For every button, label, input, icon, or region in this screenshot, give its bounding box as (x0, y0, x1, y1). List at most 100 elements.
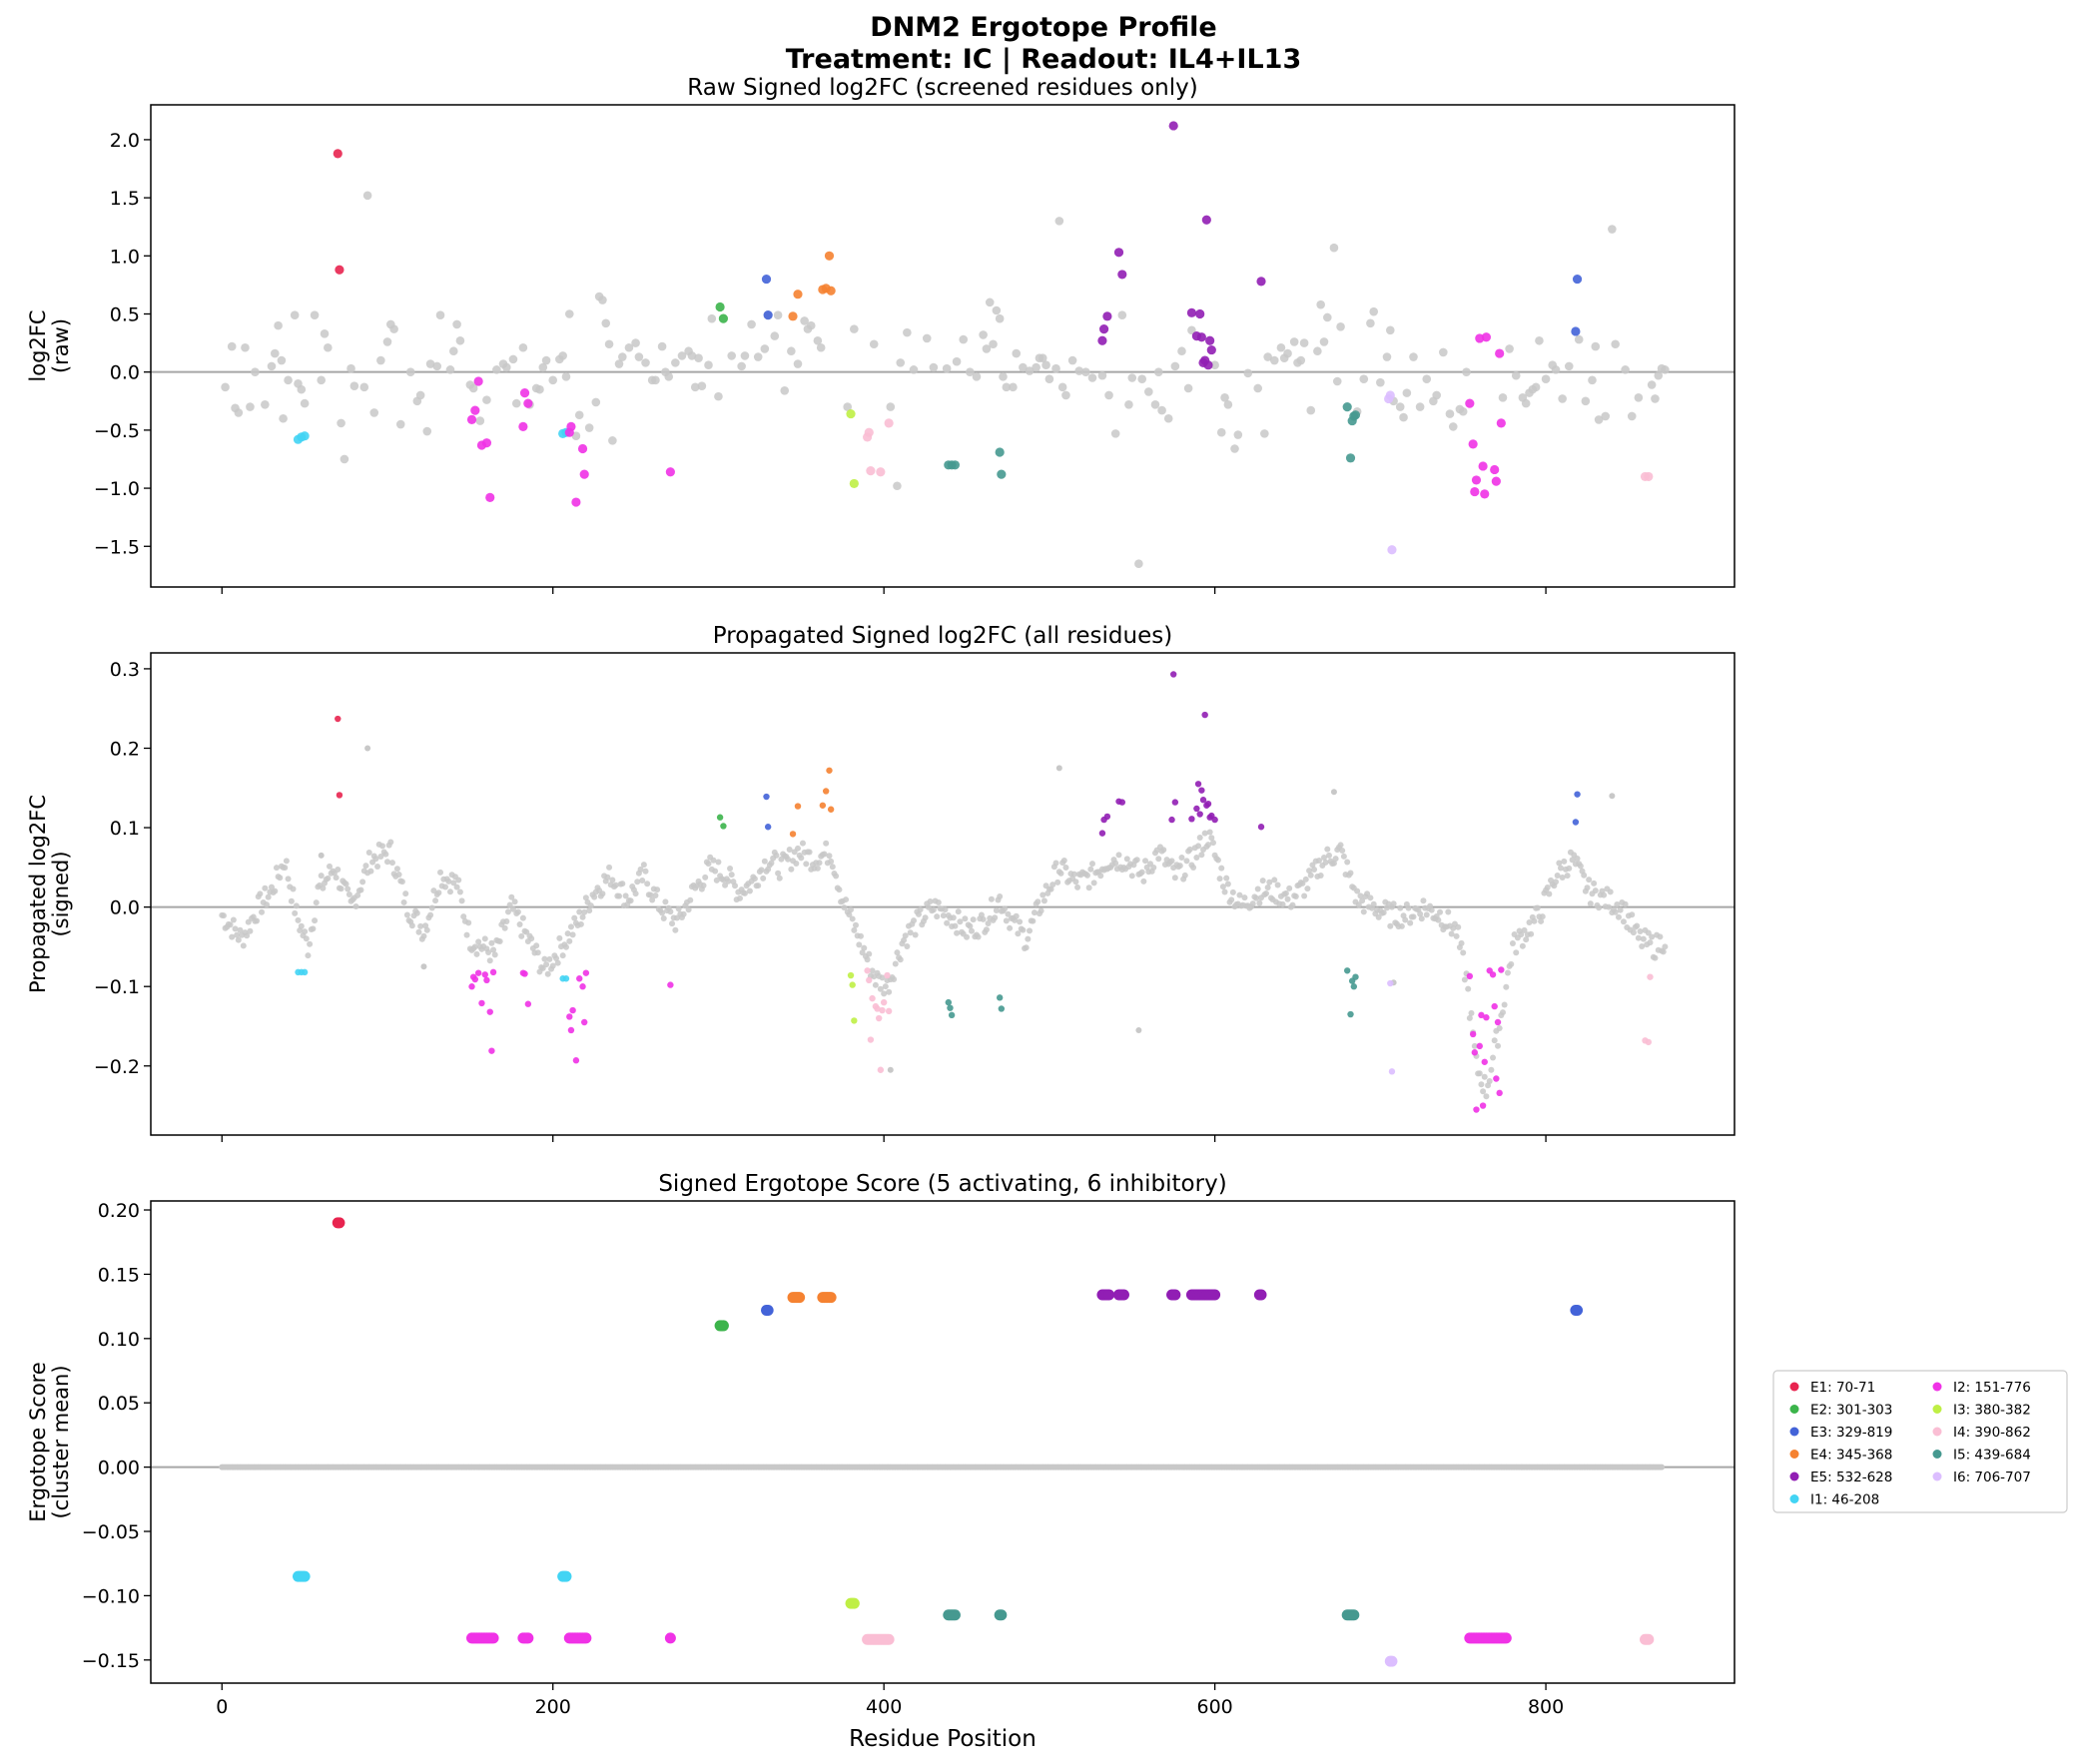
background-point (463, 931, 470, 938)
background-point (1551, 365, 1561, 374)
background-point (1206, 829, 1213, 836)
background-point (423, 926, 430, 933)
background-point (362, 191, 372, 201)
background-point (1104, 390, 1113, 400)
background-point (1621, 365, 1630, 374)
background-point (1498, 392, 1508, 402)
background-point (405, 367, 415, 376)
background-point (622, 892, 629, 899)
point-I2 (566, 421, 576, 431)
legend-marker-I4 (1932, 1427, 1942, 1437)
background-point (1208, 835, 1215, 842)
background-point (571, 431, 581, 440)
y-tick-label: −0.15 (82, 1650, 140, 1672)
background-point (1019, 362, 1028, 372)
background-point (1405, 904, 1412, 911)
background-point (518, 932, 525, 939)
background-point (320, 328, 330, 338)
background-point (627, 897, 634, 904)
background-point (1289, 901, 1296, 908)
background-point (640, 862, 647, 869)
point-E5 (1194, 781, 1202, 788)
background-point (485, 949, 492, 956)
point-I2 (473, 376, 483, 386)
background-point (1306, 405, 1316, 415)
background-point (1531, 382, 1541, 392)
background-point (929, 362, 939, 372)
point-I2 (1471, 1049, 1479, 1056)
background-point (983, 926, 990, 933)
background-point (1468, 1009, 1475, 1016)
background-point (310, 310, 320, 319)
background-point (1367, 894, 1374, 901)
background-point (814, 865, 821, 872)
background-point (1009, 382, 1018, 392)
background-point (1254, 885, 1261, 892)
background-point (912, 931, 919, 938)
background-point (1316, 299, 1325, 309)
background-point (338, 885, 345, 892)
background-point (1003, 917, 1010, 924)
background-point (940, 912, 947, 919)
background-point (369, 408, 379, 417)
background-point (1124, 399, 1133, 409)
background-point (300, 398, 310, 408)
background-point (1274, 882, 1281, 888)
background-point (934, 913, 941, 920)
point-E2 (718, 313, 729, 323)
background-point (1072, 879, 1079, 885)
point-E2 (717, 1320, 729, 1332)
background-point (1031, 909, 1038, 916)
background-point (639, 877, 646, 883)
point-I5 (995, 447, 1005, 457)
point-E4 (793, 290, 803, 299)
background-point (395, 872, 402, 879)
point-I4 (875, 1014, 883, 1022)
background-point (1282, 889, 1289, 896)
background-point (675, 905, 682, 912)
background-point (257, 890, 264, 897)
background-point (601, 318, 611, 328)
background-point (1508, 960, 1515, 967)
legend-label-I4: I4: 390-862 (1953, 1425, 2031, 1441)
background-point (284, 375, 293, 385)
background-point (1564, 361, 1574, 371)
background-point (1223, 875, 1230, 882)
background-point (302, 928, 309, 935)
background-point (1445, 409, 1455, 418)
background-point (702, 874, 709, 881)
background-point (318, 852, 325, 859)
background-point (453, 883, 460, 890)
background-point (1178, 855, 1185, 862)
background-point (891, 976, 898, 983)
background-point (446, 888, 453, 895)
background-point (388, 860, 395, 867)
background-point (654, 886, 661, 893)
point-I4 (864, 967, 871, 974)
point-E5 (1186, 307, 1197, 317)
point-E4 (826, 286, 836, 295)
background-point (277, 355, 287, 365)
background-point (1591, 880, 1598, 886)
background-point (460, 913, 467, 920)
background-point (1311, 866, 1318, 873)
point-I3 (848, 1597, 860, 1609)
background-point (843, 402, 853, 411)
background-point (230, 916, 237, 923)
point-I2 (579, 469, 589, 479)
point-I2 (1466, 972, 1474, 980)
background-point (1594, 415, 1604, 424)
background-point (1359, 374, 1369, 383)
background-point (1370, 900, 1377, 907)
background-point (244, 932, 251, 939)
background-point (1263, 352, 1272, 361)
background-point (999, 372, 1008, 381)
background-point (704, 360, 713, 370)
background-point (604, 339, 614, 349)
background-point (576, 908, 583, 915)
background-point (1030, 917, 1037, 924)
background-point (1635, 934, 1642, 941)
figure-title-line2: Treatment: IC | Readout: IL4+IL13 (786, 44, 1302, 75)
background-point (1183, 858, 1190, 865)
point-I2 (1478, 1011, 1485, 1019)
